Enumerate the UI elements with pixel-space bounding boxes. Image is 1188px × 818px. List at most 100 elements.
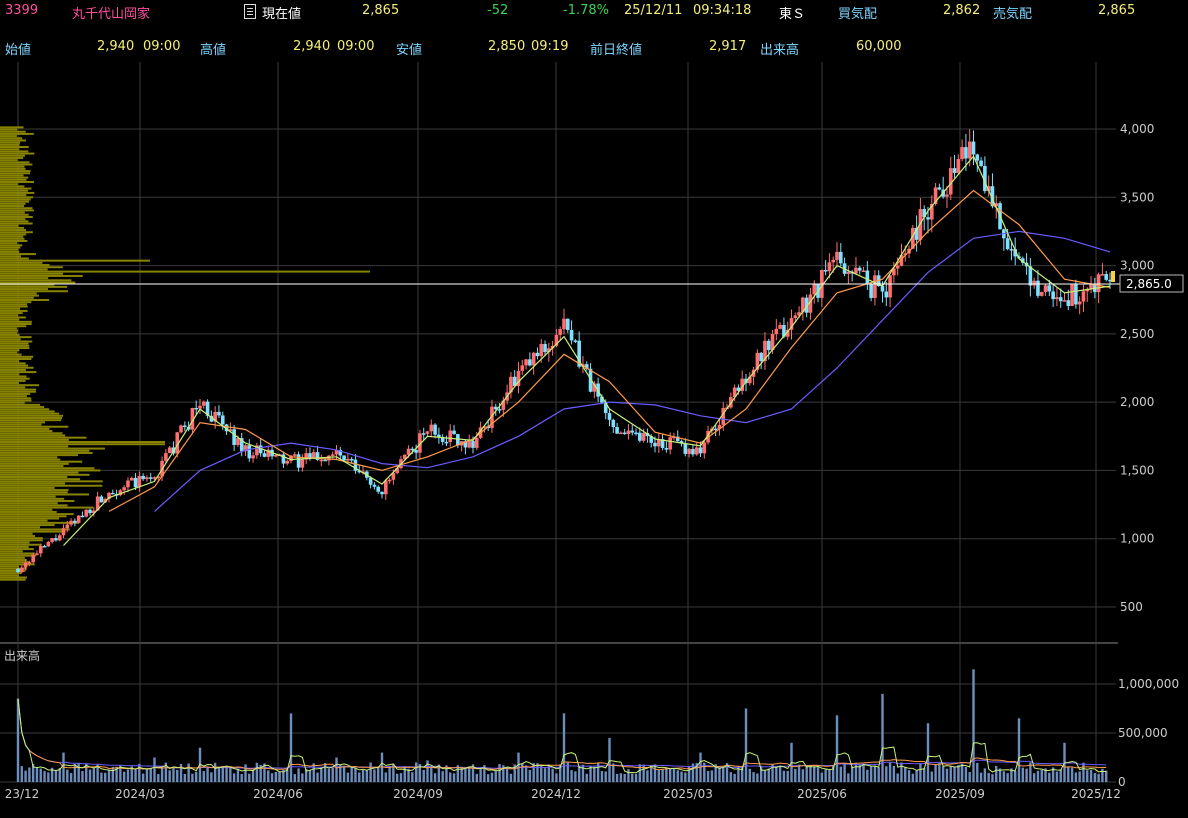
candle-body	[899, 255, 904, 266]
volume-profile-bar	[0, 467, 95, 470]
candle-body	[801, 297, 805, 313]
volume-profile-bar	[0, 344, 30, 347]
candle-body	[929, 203, 934, 220]
candle-body	[1051, 291, 1055, 300]
document-icon[interactable]	[244, 4, 256, 19]
stock-name[interactable]: 丸千代山岡家	[72, 7, 151, 22]
candle-body	[236, 438, 240, 445]
candle-body	[285, 461, 290, 464]
candle-body	[933, 187, 938, 204]
candle-body	[664, 448, 669, 450]
volume-bar	[304, 768, 308, 782]
volume-bar	[536, 763, 539, 782]
volume-bar	[919, 763, 922, 782]
volume-bar	[331, 767, 334, 782]
volume-bar	[232, 773, 236, 782]
volume-profile-bar	[0, 478, 81, 481]
volume-bar	[718, 767, 721, 782]
candle-body	[892, 268, 896, 276]
candle-body	[209, 415, 214, 422]
volume-profile-bar	[0, 569, 26, 572]
candle-body	[323, 459, 327, 462]
volume-bar	[85, 763, 88, 782]
volume-bar	[339, 764, 342, 782]
candle-body	[562, 318, 566, 330]
candle-body	[509, 376, 513, 393]
quote-date: 25/12/11	[624, 3, 683, 18]
volume-bar	[278, 771, 281, 782]
candle-body	[1104, 274, 1109, 280]
candle-body	[619, 432, 623, 435]
candle-body	[84, 509, 89, 517]
volume-profile-bar	[0, 454, 79, 457]
volume-bar	[843, 764, 846, 782]
candle-body	[960, 147, 964, 160]
volume-bar	[430, 766, 433, 782]
volume-bar	[308, 770, 312, 782]
candle-body	[368, 477, 373, 485]
volume-bar	[229, 767, 232, 782]
volume-profile-bar	[0, 167, 26, 170]
volume-bar	[134, 769, 137, 782]
volume-bar	[729, 772, 733, 782]
volume-bar	[179, 763, 183, 782]
volume-bar	[805, 765, 808, 782]
volume-bar	[24, 770, 27, 782]
volume-profile-bar	[0, 261, 43, 264]
volume-bar	[551, 768, 554, 782]
volume-bar	[236, 769, 240, 782]
volume-profile-bar	[0, 425, 69, 428]
volume-profile-bar	[0, 189, 28, 192]
volume-bar	[1082, 762, 1085, 782]
volume-profile-bar	[0, 545, 29, 548]
volume-bar	[744, 708, 748, 782]
candle-body	[440, 437, 445, 442]
volume-profile-bar	[0, 283, 55, 286]
volume-profile-bar	[0, 170, 31, 173]
candle-body	[554, 334, 559, 346]
volume-bar	[559, 764, 562, 782]
volume-profile-bar	[0, 388, 37, 391]
volume-bar	[540, 766, 543, 782]
candle-body	[137, 476, 142, 488]
volume-profile-bar	[0, 423, 42, 426]
candle-body	[975, 154, 980, 161]
volume-bar	[54, 770, 58, 782]
volume-bar	[945, 768, 949, 782]
candle-body	[584, 364, 589, 369]
stock-code[interactable]: 3399	[5, 3, 39, 18]
volume-bar	[187, 763, 190, 782]
volume-bar	[585, 773, 588, 782]
candle-body	[292, 454, 297, 456]
quote-header-row2: 始値 2,940 09:00 高値 2,940 09:00 安値 2,850 0…	[0, 36, 1188, 58]
volume-bar	[244, 764, 247, 782]
volume-profile-bar	[0, 231, 33, 234]
candle-body	[255, 445, 259, 456]
volume-profile-bar	[0, 473, 90, 476]
volume-profile-bar	[0, 403, 41, 406]
volume-profile-bar	[0, 185, 25, 188]
volume-tick-label: 500,000	[1118, 726, 1168, 740]
volume-bar	[475, 773, 478, 782]
candle-body	[27, 562, 32, 564]
candle-body	[92, 510, 96, 514]
candle-body	[1085, 289, 1090, 292]
candle-body	[183, 425, 187, 427]
volume-bar	[778, 765, 782, 782]
volume-bar	[642, 764, 645, 782]
candle-body	[1043, 285, 1048, 293]
volume-bar	[100, 772, 103, 782]
volume-profile-bar	[0, 513, 74, 516]
volume-profile-bar	[0, 242, 18, 245]
candle-body	[615, 427, 619, 434]
volume-profile-bar	[0, 301, 32, 304]
volume-profile-bar	[0, 489, 69, 492]
volume-profile-bar	[0, 146, 29, 149]
volume-bar	[767, 768, 770, 782]
candle-body	[983, 165, 987, 192]
candle-body	[721, 408, 726, 425]
candle-body	[126, 480, 130, 488]
candle-body	[1047, 285, 1052, 292]
candle-body	[653, 442, 657, 447]
